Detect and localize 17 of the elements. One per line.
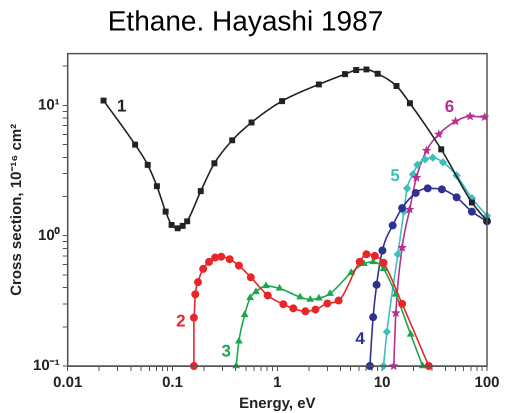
series-label: 2: [176, 311, 186, 330]
series-label: 3: [221, 342, 231, 361]
x-tick-label: 0.01: [53, 374, 82, 392]
x-tick-label: 0.1: [162, 374, 183, 392]
y-tick-label: 10¹: [38, 96, 60, 114]
x-tick-label: 100: [474, 374, 500, 392]
series-label: 6: [444, 97, 454, 116]
chart-title: Ethane. Hayashi 1987: [108, 6, 384, 37]
y-tick-label: 10⁻¹: [32, 357, 60, 374]
x-tick-label: 1: [273, 374, 282, 392]
x-axis-title: Energy, eV: [239, 395, 316, 412]
series-label: 4: [355, 328, 366, 348]
y-tick-label: 10⁰: [38, 226, 61, 244]
series-label: 1: [116, 96, 126, 116]
x-tick-label: 10: [374, 374, 391, 392]
series-label: 5: [390, 166, 400, 186]
y-axis-title: Cross section, 10⁻¹⁶ cm²: [8, 124, 26, 296]
